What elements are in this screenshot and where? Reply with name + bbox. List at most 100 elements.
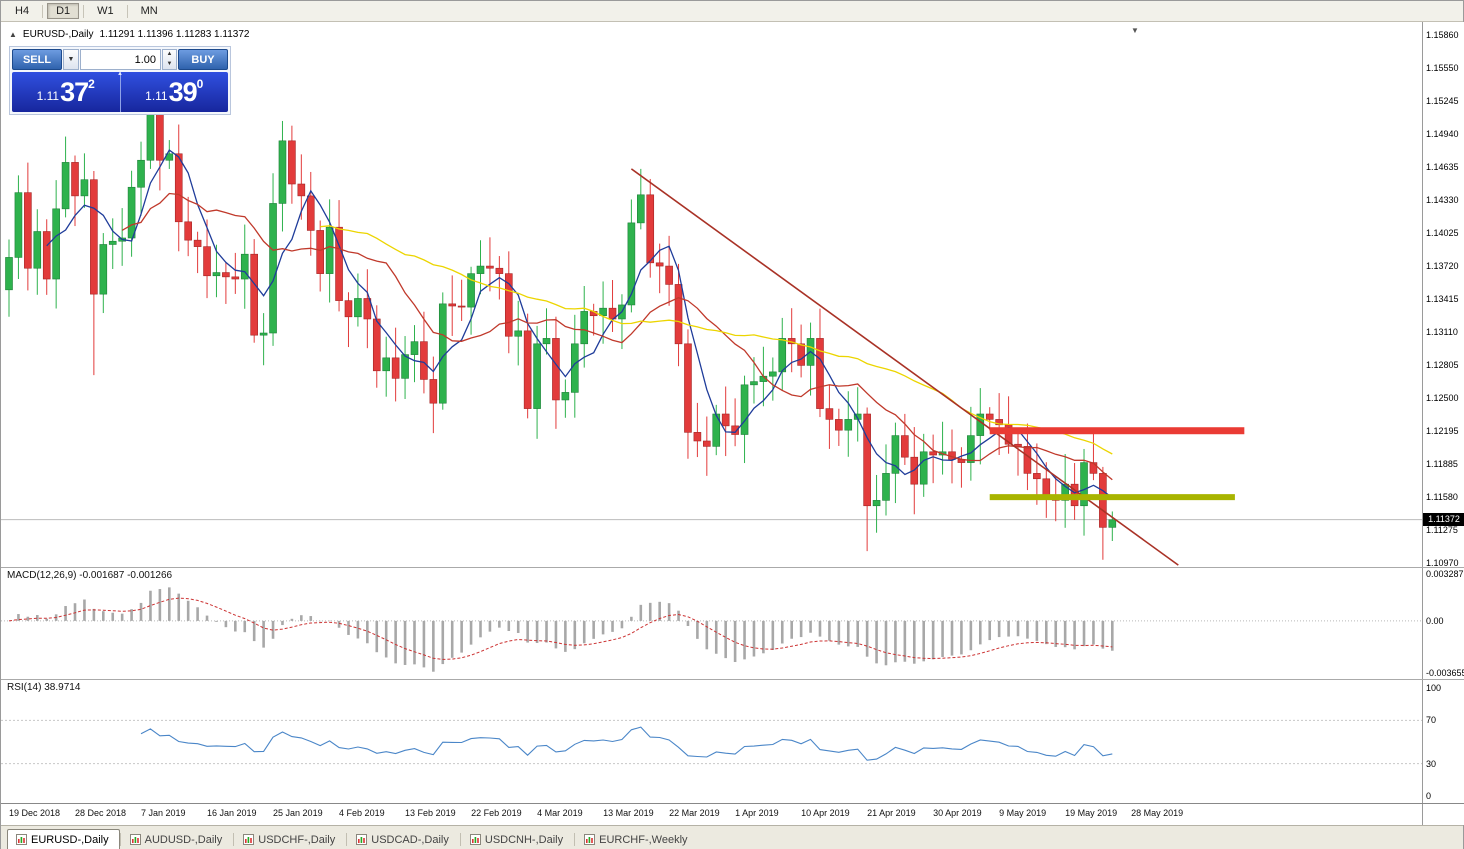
timeframe-button-h4[interactable]: H4 — [15, 5, 30, 17]
date-axis-label: 19 Dec 2018 — [9, 808, 61, 818]
date-axis-label: 13 Feb 2019 — [405, 808, 456, 818]
volume-input[interactable] — [80, 49, 161, 70]
macd-histogram — [17, 587, 1114, 672]
price-axis-label: 1.11275 — [1426, 525, 1458, 536]
chart-tab-usdcnh-daily[interactable]: USDCNH-,Daily — [461, 829, 574, 849]
main-chart-canvas[interactable] — [1, 22, 1422, 567]
price-axis-label: 1.10970 — [1426, 558, 1459, 568]
chart-tab-eurchf-weekly[interactable]: EURCHF-,Weekly — [575, 829, 698, 849]
tab-separator — [346, 833, 348, 846]
chart-tab-icon — [469, 834, 481, 845]
price-axis-label: 1.15860 — [1426, 30, 1459, 40]
rsi-indicator-pane: RSI(14) 38.9714 100 70 30 0 — [1, 680, 1464, 804]
buy-button[interactable]: BUY — [178, 49, 228, 70]
date-axis-label: 4 Mar 2019 — [537, 808, 583, 818]
sell-button[interactable]: SELL — [12, 49, 62, 70]
volume-dropdown-icon[interactable]: ▼ — [63, 49, 79, 70]
price-axis-label: 1.11580 — [1426, 492, 1458, 503]
price-axis-label: 1.14330 — [1426, 195, 1459, 206]
rsi-label: RSI(14) 38.9714 — [7, 682, 81, 693]
price-axis-divider — [1422, 22, 1423, 567]
date-axis-label: 28 May 2019 — [1131, 808, 1184, 818]
main-chart-pane: ▼ ▲ EURUSD-,Daily 1.11291 1.11396 1.1128… — [1, 22, 1464, 568]
chart-tab-icon — [243, 834, 255, 845]
toolbar-separator — [83, 4, 85, 18]
timeframe-button-mn[interactable]: MN — [140, 5, 158, 17]
macd-axis-divider — [1422, 568, 1423, 679]
date-axis-label: 19 May 2019 — [1065, 808, 1118, 818]
date-axis-divider — [1422, 804, 1423, 825]
date-axis-label: 30 Apr 2019 — [933, 808, 982, 818]
price-axis-label: 1.12500 — [1426, 392, 1459, 403]
date-axis-label: 22 Feb 2019 — [471, 808, 522, 818]
collapse-panel-icon[interactable]: ▲ — [9, 30, 17, 39]
price-axis-label: 1.15550 — [1426, 63, 1459, 74]
spinner-down-icon[interactable]: ▼ — [166, 60, 173, 67]
price-axis-label: 1.14635 — [1426, 162, 1459, 173]
buy-price-prefix: 1.11 — [145, 89, 168, 103]
date-axis-label: 4 Feb 2019 — [339, 808, 385, 818]
price-axis-label: 1.12195 — [1426, 425, 1459, 436]
rsi-axis-label: 100 — [1426, 683, 1442, 693]
macd-axis-label: 0.00 — [1426, 615, 1444, 626]
chart-tab-label: USDCNH-,Daily — [484, 833, 564, 846]
macd-label: MACD(12,26,9) -0.001687 -0.001266 — [7, 570, 173, 581]
buy-price-button[interactable]: 1.11 39 0 — [120, 72, 228, 112]
chart-tab-icon — [129, 834, 141, 845]
date-axis-label: 13 Mar 2019 — [603, 808, 654, 818]
chart-tab-eurusd-daily[interactable]: EURUSD-,Daily — [7, 829, 120, 849]
macd-axis-label: 0.003287 — [1426, 569, 1464, 579]
chart-tab-label: USDCHF-,Daily — [258, 833, 336, 846]
tab-separator — [459, 833, 461, 846]
rsi-axis-label: 0 — [1426, 791, 1432, 801]
buy-price-big: 39 — [168, 76, 198, 107]
price-axis-label: 1.12805 — [1426, 359, 1459, 370]
price-axis-label: 1.14940 — [1426, 129, 1459, 140]
current-price-badge: 1.11372 — [1423, 513, 1464, 527]
sell-price-big: 37 — [60, 76, 89, 107]
date-axis-label: 28 Dec 2018 — [75, 808, 127, 818]
rsi-axis-label: 70 — [1426, 715, 1437, 726]
chart-tab-usdcad-daily[interactable]: USDCAD-,Daily — [347, 829, 460, 849]
price-axis-label: 1.13110 — [1426, 326, 1458, 337]
rsi-axis-divider — [1422, 680, 1423, 803]
chart-tab-label: AUDUSD-,Daily — [144, 833, 223, 846]
price-axis-label: 1.13415 — [1426, 294, 1459, 304]
chart-tab-label: EURCHF-,Weekly — [599, 833, 688, 846]
sell-price-pip: 2 — [88, 77, 95, 91]
timeframe-toolbar: H4 D1 W1 MN — [1, 1, 1463, 22]
moving-average-13 — [121, 192, 1113, 481]
date-axis-label: 9 May 2019 — [999, 808, 1047, 818]
candles — [5, 51, 1117, 560]
price-axis-label: 1.14025 — [1426, 228, 1459, 239]
toolbar-separator — [42, 4, 44, 18]
chart-tab-audusd-daily[interactable]: AUDUSD-,Daily — [121, 829, 234, 849]
chart-tab-usdchf-daily[interactable]: USDCHF-,Daily — [234, 829, 346, 849]
chart-ohlc-values: 1.11291 1.11396 1.11283 1.11372 — [99, 29, 250, 40]
chart-tab-icon — [16, 834, 27, 845]
chart-shift-marker[interactable]: ▼ — [1131, 26, 1139, 35]
macd-axis-label: -0.003655 — [1426, 668, 1464, 678]
chart-tab-icon — [356, 834, 368, 845]
chart-tab-label: USDCAD-,Daily — [371, 833, 449, 846]
volume-spinner[interactable]: ▲ ▼ — [162, 49, 177, 70]
tab-separator — [119, 833, 121, 846]
macd-indicator-pane: MACD(12,26,9) -0.001687 -0.001266 0.0032… — [1, 568, 1464, 680]
macd-canvas[interactable] — [1, 568, 1422, 679]
sell-price-prefix: 1.11 — [36, 89, 60, 103]
tab-separator — [233, 833, 235, 846]
spread-marker-icon: ▲ — [117, 71, 123, 77]
macd-signal-line — [8, 597, 1113, 660]
date-axis-label: 21 Apr 2019 — [867, 808, 916, 818]
resistance-level-line[interactable] — [989, 427, 1245, 435]
rsi-canvas[interactable] — [1, 680, 1422, 803]
sell-price-button[interactable]: 1.11 37 2 — [12, 72, 121, 112]
timeframe-button-d1[interactable]: D1 — [47, 3, 80, 19]
descending-trendline[interactable] — [630, 168, 1179, 566]
date-axis-label: 10 Apr 2019 — [801, 808, 850, 818]
spinner-up-icon[interactable]: ▲ — [166, 51, 173, 57]
support-level-line[interactable] — [989, 494, 1235, 501]
timeframe-button-w1[interactable]: W1 — [97, 5, 114, 17]
chart-ohlc-header: ▲ EURUSD-,Daily 1.11291 1.11396 1.11283 … — [9, 29, 249, 40]
